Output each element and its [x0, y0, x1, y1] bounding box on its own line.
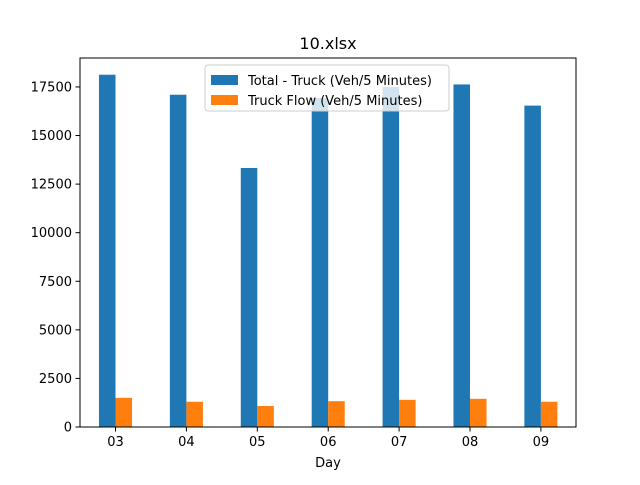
bar-truck-flow-09	[540, 401, 558, 427]
legend-label-total-truck: Total - Truck (Veh/5 Minutes)	[247, 74, 432, 89]
x-tick-label-05: 05	[249, 435, 266, 450]
bar-truck-flow-08	[470, 398, 487, 427]
y-tick-label-0: 0	[64, 421, 72, 436]
bar-total-truck-06	[311, 98, 329, 427]
bar-total-truck-08	[453, 84, 470, 428]
x-axis-label: Day	[315, 456, 341, 471]
chart-title: 10.xlsx	[299, 34, 356, 53]
x-tick-label-03: 03	[107, 435, 124, 450]
legend-swatch-total-truck	[211, 75, 238, 85]
bar-total-truck-09	[524, 105, 541, 428]
bar-truck-flow-07	[399, 399, 416, 427]
y-tick-label-5000: 5000	[39, 323, 72, 338]
bar-truck-flow-04	[186, 401, 203, 427]
y-tick-label-7500: 7500	[39, 275, 72, 290]
bar-total-truck-03	[98, 74, 116, 428]
x-tick-label-08: 08	[462, 435, 479, 450]
bar-total-truck-04	[169, 94, 187, 427]
plot-frame	[79, 57, 577, 428]
legend-swatch-truck-flow	[211, 95, 238, 105]
legend: Total - Truck (Veh/5 Minutes) Truck Flow …	[204, 64, 450, 112]
x-tick-label-06: 06	[320, 435, 337, 450]
y-tick-label-15000: 15000	[31, 129, 72, 144]
bar-truck-flow-03	[115, 397, 133, 427]
bar-total-truck-05	[240, 167, 258, 428]
bar-truck-flow-05	[257, 406, 274, 427]
axes-layer: 03 04 05 06 07 08 09 0 2500 5000 7500 10000 12500 150…	[31, 80, 550, 450]
x-tick-label-09: 09	[533, 435, 550, 450]
bar-total-truck-07	[382, 86, 400, 427]
y-tick-label-10000: 10000	[31, 226, 72, 241]
bar-truck-flow-06	[328, 401, 345, 427]
x-tick-label-07: 07	[391, 435, 408, 450]
legend-label-truck-flow: Truck Flow (Veh/5 Minutes)	[247, 94, 422, 109]
y-tick-label-12500: 12500	[31, 178, 72, 193]
y-tick-label-17500: 17500	[31, 80, 72, 95]
x-tick-label-04: 04	[178, 435, 195, 450]
bars-layer	[98, 74, 558, 428]
legend-box	[204, 64, 450, 112]
y-tick-label-2500: 2500	[39, 372, 72, 387]
